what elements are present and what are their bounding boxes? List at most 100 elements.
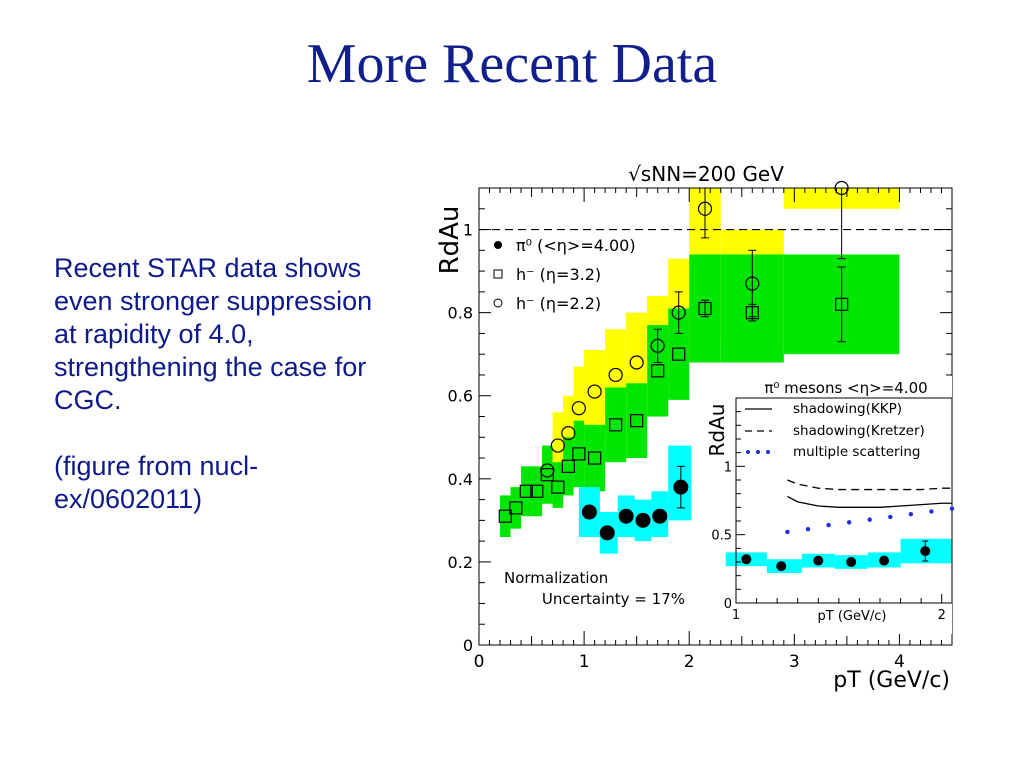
inset-legend-dot bbox=[746, 450, 750, 454]
x-tick-label: 2 bbox=[684, 652, 695, 672]
inset-legend-label: multiple scattering bbox=[793, 444, 920, 460]
inset-plot-box bbox=[735, 397, 953, 604]
y-tick-label: 0 bbox=[463, 636, 473, 655]
inset-legend-label: shadowing(Kretzer) bbox=[793, 423, 925, 439]
marker-hminus-eta32-0 bbox=[498, 509, 512, 523]
marker-pi0-5 bbox=[673, 479, 689, 495]
marker-hminus-eta32-2 bbox=[519, 484, 533, 498]
main-data-points bbox=[498, 180, 849, 541]
marker-hminus-eta32-9 bbox=[609, 418, 623, 432]
inset-y-tick-label: 1 bbox=[724, 460, 732, 475]
band-green-0 bbox=[500, 495, 511, 537]
marker-pi0-2 bbox=[618, 508, 634, 524]
inset-multiple-scattering-dot bbox=[949, 506, 955, 511]
y-tick-label: 1 bbox=[463, 221, 473, 240]
band-green-8 bbox=[584, 424, 606, 492]
marker-pi0-1 bbox=[599, 525, 615, 541]
legend-marker-eta22 bbox=[493, 298, 503, 308]
inset-marker-pi0-3 bbox=[846, 557, 857, 567]
band-yellow-3 bbox=[573, 366, 585, 446]
marker-hminus-eta32-8 bbox=[588, 451, 602, 465]
slide-title: More Recent Data bbox=[306, 33, 718, 95]
band-green-3 bbox=[531, 466, 543, 517]
x-tick-label: 3 bbox=[789, 652, 800, 672]
marker-pi0-0 bbox=[581, 504, 597, 520]
band-green-4 bbox=[542, 445, 553, 504]
normalization-label: Normalization bbox=[504, 569, 608, 587]
marker-hminus-eta32-1 bbox=[509, 501, 523, 515]
inset-marker-pi0-2 bbox=[813, 555, 824, 566]
band-green-11 bbox=[647, 325, 669, 417]
x-tick-label: 4 bbox=[894, 652, 905, 672]
marker-hminus-eta22-5 bbox=[608, 367, 623, 383]
inset-x-axis-label: pT (GeV/c) bbox=[818, 609, 887, 624]
legend-marker-eta32 bbox=[493, 269, 503, 279]
y-tick-label: 0.4 bbox=[448, 470, 473, 489]
y-tick-label: 0.6 bbox=[448, 387, 473, 406]
x-tick-label: 1 bbox=[579, 652, 590, 672]
inset-marker-pi0-1 bbox=[776, 561, 787, 572]
band-green-9 bbox=[605, 387, 627, 463]
inset-legend-label: shadowing(KKP) bbox=[793, 401, 902, 417]
y-tick-label: 0.2 bbox=[448, 553, 473, 572]
body-paragraph-2: (figure from nucl-ex/0602011) bbox=[54, 451, 259, 514]
inset-y-axis-label: RdAu bbox=[705, 404, 729, 457]
marker-hminus-eta32-6 bbox=[561, 459, 575, 473]
uncertainty-label: Uncertainty = 17% bbox=[542, 590, 685, 608]
band-green-7 bbox=[573, 420, 585, 488]
inset-multiple-scattering-dot bbox=[929, 509, 934, 514]
y-tick-label: 0.8 bbox=[448, 304, 473, 323]
inset-multiple-scattering-dot bbox=[785, 529, 790, 535]
marker-hminus-eta32-15 bbox=[835, 297, 849, 311]
band-green-6 bbox=[563, 437, 574, 496]
inset-title: π⁰ mesons <η>=4.00 bbox=[764, 379, 927, 397]
main-y-axis-label: RdAu bbox=[435, 206, 465, 275]
marker-hminus-eta32-7 bbox=[572, 447, 586, 461]
marker-hminus-eta22-4 bbox=[587, 384, 602, 399]
marker-hminus-eta32-12 bbox=[672, 347, 686, 361]
inset-multiple-scattering-dot bbox=[867, 517, 872, 522]
legend-label: h⁻ (η=2.2) bbox=[516, 294, 601, 313]
marker-hminus-eta22-2 bbox=[561, 426, 576, 441]
marker-hminus-eta22-8 bbox=[671, 305, 686, 320]
marker-hminus-eta32-3 bbox=[530, 484, 544, 498]
marker-hminus-eta32-4 bbox=[540, 468, 554, 482]
main-plot-frame bbox=[478, 187, 953, 646]
band-yellow-2 bbox=[563, 395, 574, 467]
x-tick-label: 0 bbox=[474, 652, 485, 672]
inset-multiple-scattering-dot bbox=[888, 514, 893, 520]
marker-pi0-4 bbox=[652, 508, 668, 524]
marker-hminus-eta22-11 bbox=[834, 180, 849, 196]
inset-curve-0 bbox=[787, 495, 952, 508]
inset-marker-pi0-0 bbox=[741, 554, 752, 565]
band-yellow-4 bbox=[584, 350, 606, 434]
inset-curve-1 bbox=[787, 479, 952, 491]
marker-hminus-eta32-5 bbox=[551, 480, 565, 494]
band-green-1 bbox=[510, 487, 522, 529]
inset-multiple-scattering-dot bbox=[805, 527, 811, 532]
inset-legend-dot bbox=[766, 450, 770, 454]
marker-hminus-eta32-11 bbox=[651, 364, 665, 378]
marker-hminus-eta22-0 bbox=[540, 463, 555, 478]
inset-marker-pi0-4 bbox=[879, 555, 890, 566]
band-green-12 bbox=[668, 308, 690, 400]
marker-hminus-eta22-7 bbox=[650, 338, 665, 353]
marker-hminus-eta22-9 bbox=[697, 201, 713, 216]
main-chart-title: √sNN=200 GeV bbox=[628, 162, 784, 186]
inset-multiple-scattering-dot bbox=[826, 522, 831, 528]
band-yellow-1 bbox=[552, 412, 564, 475]
inset-y-tick-label: 0 bbox=[724, 597, 732, 612]
inset-x-tick-label: 1 bbox=[732, 608, 740, 623]
inset-x-tick-label: 2 bbox=[938, 608, 946, 623]
inset-multiple-scattering-dot bbox=[908, 511, 914, 517]
legend-label: h⁻ (η=3.2) bbox=[516, 265, 601, 284]
body-text: Recent STAR data shows even stronger sup… bbox=[54, 252, 394, 516]
marker-hminus-eta22-3 bbox=[571, 401, 586, 416]
band-green-5 bbox=[552, 462, 564, 508]
marker-hminus-eta22-6 bbox=[629, 355, 644, 370]
legend-marker-pi0 bbox=[494, 241, 502, 249]
inset-plot: 0 0.5 1 1 2 π⁰ mesons <η>=4.00 RdAu pT (GeV/c) s… bbox=[705, 376, 955, 634]
marker-hminus-eta22-1 bbox=[550, 438, 565, 453]
inset-y-tick-label: 0.5 bbox=[711, 529, 732, 544]
